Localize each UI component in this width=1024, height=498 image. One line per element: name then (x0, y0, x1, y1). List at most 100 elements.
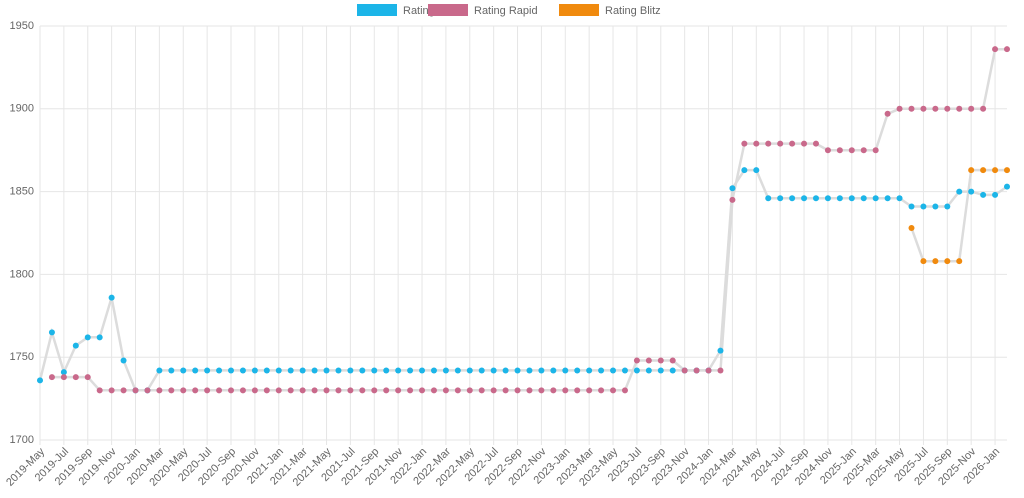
point (538, 387, 545, 394)
point (347, 387, 354, 394)
point (789, 195, 796, 202)
point (681, 367, 688, 374)
point (502, 387, 509, 394)
point (956, 188, 963, 195)
series-line (38, 168, 1008, 392)
point (872, 195, 879, 202)
point (920, 105, 927, 112)
point (478, 387, 485, 394)
point (371, 387, 378, 394)
point (896, 195, 903, 202)
point (633, 367, 640, 374)
point (514, 387, 521, 394)
point (610, 387, 617, 394)
point (120, 387, 127, 394)
point (311, 367, 318, 374)
point (932, 203, 939, 210)
point (72, 342, 79, 349)
point (72, 374, 79, 381)
point (442, 367, 449, 374)
point (251, 367, 258, 374)
point (108, 387, 115, 394)
point (371, 367, 378, 374)
point (156, 387, 163, 394)
point (430, 367, 437, 374)
point (263, 367, 270, 374)
y-tick-label: 1800 (10, 268, 34, 280)
point (442, 387, 449, 394)
point (275, 367, 282, 374)
point (801, 195, 808, 202)
legend-label: Rating Rapid (474, 5, 538, 17)
point (598, 387, 605, 394)
y-tick-label: 1950 (10, 20, 34, 32)
point (108, 294, 115, 301)
point (824, 195, 831, 202)
point (968, 188, 975, 195)
point (359, 387, 366, 394)
point (550, 387, 557, 394)
point (705, 367, 712, 374)
point (741, 167, 748, 174)
point (526, 387, 533, 394)
point (753, 140, 760, 147)
point (860, 147, 867, 154)
point (311, 387, 318, 394)
point (239, 367, 246, 374)
point (228, 367, 235, 374)
y-tick-label: 1700 (10, 434, 34, 446)
point (144, 387, 151, 394)
point (920, 258, 927, 265)
point (490, 367, 497, 374)
point (944, 105, 951, 112)
point (836, 195, 843, 202)
point (335, 367, 342, 374)
point (287, 367, 294, 374)
series-line (51, 47, 1007, 392)
point (60, 369, 67, 376)
point (848, 195, 855, 202)
point (192, 387, 199, 394)
point (526, 367, 533, 374)
point (407, 367, 414, 374)
point (980, 105, 987, 112)
point (84, 334, 91, 341)
point (669, 367, 676, 374)
point (908, 105, 915, 112)
point (239, 387, 246, 394)
point (383, 387, 390, 394)
point (419, 387, 426, 394)
point (490, 387, 497, 394)
point (574, 387, 581, 394)
point (992, 191, 999, 198)
point (693, 367, 700, 374)
point (275, 387, 282, 394)
point (992, 167, 999, 174)
point (395, 367, 402, 374)
point (180, 367, 187, 374)
point (1004, 167, 1010, 174)
point (717, 367, 724, 374)
point (550, 367, 557, 374)
point (956, 258, 963, 265)
point (180, 387, 187, 394)
point (407, 387, 414, 394)
point (287, 387, 294, 394)
point (1004, 183, 1010, 190)
point (741, 140, 748, 147)
point (156, 367, 163, 374)
legend-swatch (559, 4, 599, 16)
point (992, 46, 999, 53)
point (430, 387, 437, 394)
point (466, 367, 473, 374)
legend-swatch (428, 4, 468, 16)
point (645, 367, 652, 374)
point (168, 367, 175, 374)
point (251, 387, 258, 394)
point (812, 140, 819, 147)
point (669, 357, 676, 364)
series-line (910, 168, 1007, 263)
legend-label: Rating Blitz (605, 5, 661, 17)
point (323, 367, 330, 374)
